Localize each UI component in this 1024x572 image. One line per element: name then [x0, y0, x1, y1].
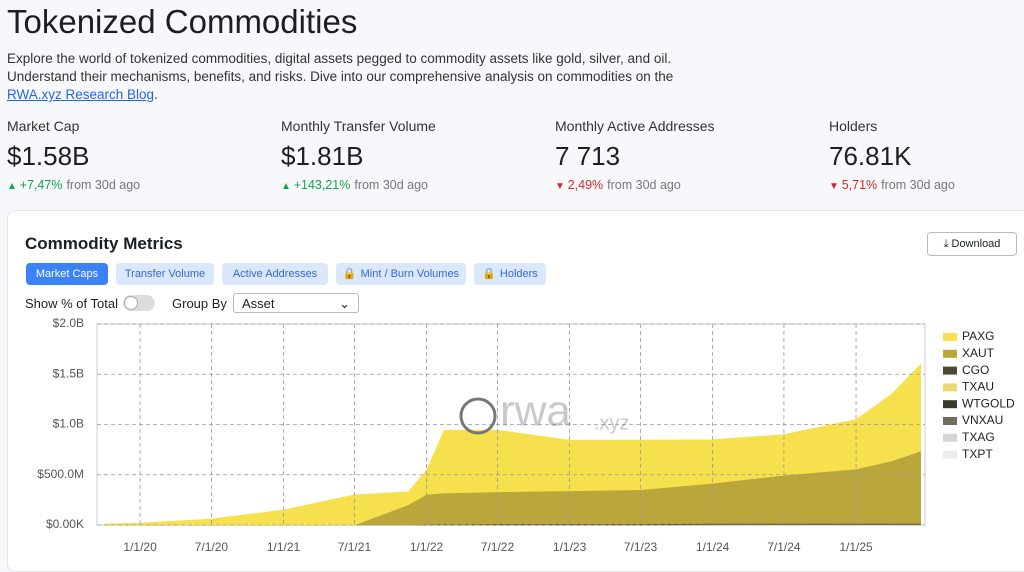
stat-label: Monthly Active Addresses	[555, 118, 715, 134]
group-label: Group By	[172, 296, 227, 311]
change-arrow: ▲	[7, 181, 20, 192]
y-tick-label: $1.0B	[53, 417, 84, 431]
x-tick-label: 1/1/21	[267, 540, 301, 554]
y-tick-label: $1.5B	[53, 366, 84, 380]
x-tick-label: 1/1/22	[410, 540, 444, 554]
stat-label: Holders	[829, 118, 877, 134]
group-value: Asset	[242, 296, 275, 311]
change-arrow: ▼	[829, 181, 842, 192]
change-suffix: from 30d ago	[607, 178, 681, 192]
y-tick-label: $0.00K	[46, 517, 84, 531]
legend-label: VNXAU	[962, 413, 1003, 427]
stat-label: Monthly Transfer Volume	[281, 118, 436, 134]
legend-swatch	[943, 333, 957, 341]
description: Explore the world of tokenized commoditi…	[7, 50, 707, 104]
y-tick-label: $500.0M	[37, 467, 84, 481]
change-suffix: from 30d ago	[881, 178, 955, 192]
x-tick-label: 1/1/23	[553, 540, 587, 554]
legend-swatch	[943, 417, 957, 425]
x-tick-label: 1/1/20	[123, 540, 157, 554]
x-tick-label: 7/1/23	[624, 540, 658, 554]
legend-label: CGO	[962, 363, 989, 377]
x-tick-label: 7/1/24	[767, 540, 801, 554]
panel-title: Commodity Metrics	[25, 234, 183, 254]
legend-label: TXPT	[962, 447, 993, 461]
description-end: .	[154, 87, 158, 102]
x-tick-label: 7/1/21	[338, 540, 372, 554]
tab-label: Holders	[500, 268, 538, 280]
legend-swatch	[943, 350, 957, 358]
tab[interactable]: Market Caps	[26, 263, 108, 285]
change-suffix: from 30d ago	[66, 178, 140, 192]
download-button[interactable]: ⤓ Download	[927, 232, 1017, 256]
legend-swatch	[943, 383, 957, 391]
legend-label: PAXG	[962, 329, 994, 343]
lock-icon: 🔒	[482, 268, 496, 280]
stat-change: ▼ 5,71% from 30d ago	[829, 178, 955, 192]
legend-label: WTGOLD	[962, 396, 1015, 410]
tab[interactable]: 🔒 Mint / Burn Volumes	[336, 263, 466, 285]
chart: $0.00K $500.0M $1.0B $1.5B $2.0B 1/1/20 7/1/20…	[0, 310, 1024, 562]
legend-swatch	[943, 451, 957, 459]
stat-value: $1.81B	[281, 141, 363, 172]
change-suffix: from 30d ago	[354, 178, 428, 192]
tab[interactable]: 🔒 Holders	[474, 263, 546, 285]
toggle[interactable]	[123, 295, 155, 311]
legend-swatch	[943, 367, 957, 375]
stat-value: $1.58B	[7, 141, 89, 172]
stat-value: 7 713	[555, 141, 620, 172]
legend-label: XAUT	[962, 346, 995, 360]
legend-swatch	[943, 400, 957, 408]
tab-label: Mint / Burn Volumes	[361, 268, 459, 280]
change-value: 2,49%	[568, 178, 603, 192]
legend-swatch	[943, 434, 957, 442]
toggle-label: Show % of Total	[25, 296, 118, 311]
lock-icon: 🔒	[343, 268, 357, 280]
x-tick-label: 1/1/24	[696, 540, 730, 554]
blog-link[interactable]: RWA.xyz Research Blog	[7, 87, 154, 102]
change-value: +7,47%	[20, 178, 63, 192]
legend-label: TXAU	[962, 380, 994, 394]
x-tick-label: 1/1/25	[839, 540, 873, 554]
stat-change: ▲ +7,47%from 30d ago	[7, 178, 140, 192]
change-arrow: ▼	[555, 181, 568, 192]
tab[interactable]: Transfer Volume	[116, 263, 214, 285]
watermark-text: rwa	[500, 387, 571, 436]
change-value: +143,21%	[294, 178, 351, 192]
change-value: 5,71%	[842, 178, 877, 192]
x-tick-label: 7/1/22	[481, 540, 515, 554]
change-arrow: ▲	[281, 181, 294, 192]
tab-label: Market Caps	[36, 268, 98, 280]
download-label: Download	[952, 238, 1001, 250]
stat-change: ▼ 2,49% from 30d ago	[555, 178, 681, 192]
x-tick-label: 7/1/20	[195, 540, 229, 554]
legend-label: TXAG	[962, 430, 995, 444]
description-text: Explore the world of tokenized commoditi…	[7, 51, 673, 84]
page-title: Tokenized Commodities	[7, 3, 357, 41]
stat-change: ▲ +143,21%from 30d ago	[281, 178, 428, 192]
stat-label: Market Cap	[7, 118, 79, 134]
tab[interactable]: Active Addresses	[222, 263, 328, 285]
watermark-suffix: .xyz	[594, 412, 630, 434]
tab-label: Active Addresses	[233, 268, 317, 280]
tab-label: Transfer Volume	[125, 268, 205, 280]
stat-value: 76.81K	[829, 141, 911, 172]
y-tick-label: $2.0B	[53, 316, 84, 330]
